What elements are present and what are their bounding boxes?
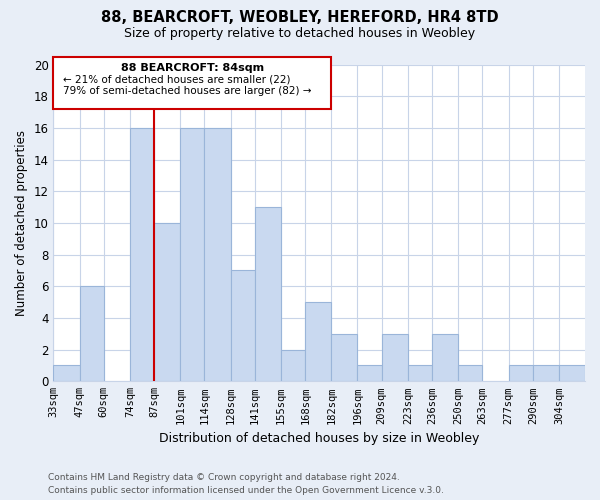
Text: Contains public sector information licensed under the Open Government Licence v.: Contains public sector information licen…: [48, 486, 444, 495]
Bar: [382, 334, 408, 382]
Bar: [255, 207, 281, 382]
Text: ← 21% of detached houses are smaller (22): ← 21% of detached houses are smaller (22…: [63, 74, 290, 84]
Bar: [305, 302, 331, 382]
Bar: [408, 366, 432, 382]
Bar: [533, 366, 559, 382]
Bar: [358, 366, 382, 382]
Bar: [53, 56, 331, 109]
Y-axis label: Number of detached properties: Number of detached properties: [15, 130, 28, 316]
Bar: [281, 350, 305, 382]
Bar: [230, 270, 255, 382]
Bar: [432, 334, 458, 382]
Bar: [180, 128, 205, 382]
Bar: [509, 366, 533, 382]
Text: Size of property relative to detached houses in Weobley: Size of property relative to detached ho…: [124, 28, 476, 40]
Bar: [331, 334, 358, 382]
Bar: [53, 366, 80, 382]
Bar: [154, 223, 180, 382]
Bar: [559, 366, 585, 382]
Bar: [205, 128, 230, 382]
X-axis label: Distribution of detached houses by size in Weobley: Distribution of detached houses by size …: [159, 432, 479, 445]
Text: 79% of semi-detached houses are larger (82) →: 79% of semi-detached houses are larger (…: [63, 86, 311, 96]
Bar: [80, 286, 104, 382]
Bar: [458, 366, 482, 382]
Bar: [130, 128, 154, 382]
Text: 88, BEARCROFT, WEOBLEY, HEREFORD, HR4 8TD: 88, BEARCROFT, WEOBLEY, HEREFORD, HR4 8T…: [101, 10, 499, 25]
Text: Contains HM Land Registry data © Crown copyright and database right 2024.: Contains HM Land Registry data © Crown c…: [48, 474, 400, 482]
Text: 88 BEARCROFT: 84sqm: 88 BEARCROFT: 84sqm: [121, 63, 264, 73]
